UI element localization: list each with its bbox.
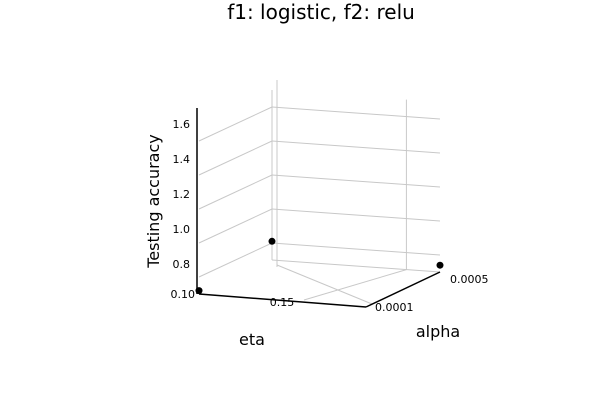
- z-gridline-back-wall: [271, 242, 441, 256]
- y-axis-label: alpha: [416, 322, 460, 341]
- y-tick-label: 0.0001: [375, 301, 414, 314]
- z-gridline-left-wall: [198, 140, 273, 176]
- x-tick-label: 0.15: [270, 296, 295, 309]
- chart-title: f1: logistic, f2: relu: [227, 0, 415, 24]
- z-tick-label: 1.2: [173, 188, 191, 201]
- z-gridline-back-wall: [271, 140, 441, 154]
- data-point: [436, 261, 444, 269]
- z-gridline-left-wall: [198, 174, 273, 210]
- z-tick-label: 0.8: [173, 258, 191, 271]
- z-gridline-back-wall: [271, 106, 441, 120]
- data-point: [195, 287, 203, 295]
- z-tick-label: 1.4: [173, 153, 191, 166]
- grid: [198, 80, 441, 305]
- z-gridline-left-wall: [198, 208, 273, 244]
- data-points: [195, 237, 444, 295]
- floor-gridline: [303, 269, 407, 301]
- z-gridline-left-wall: [198, 242, 273, 278]
- x-axis-line: [198, 293, 367, 308]
- floor-gridline: [276, 264, 373, 305]
- y-tick-label: 0.0005: [450, 273, 489, 286]
- z-gridline-left-wall: [198, 106, 273, 142]
- z-tick-label: 1.6: [173, 118, 191, 131]
- y-axis-line: [365, 271, 441, 308]
- floor-gridline: [271, 259, 441, 273]
- x-axis-label: eta: [239, 330, 265, 349]
- tick-labels: 0.8 1.0 1.2 1.4 1.6 0.10 0.15 0.0001 0.0005: [171, 118, 489, 314]
- z-axis-label: Testing accuracy: [144, 134, 163, 269]
- z-gridline-back-wall: [271, 208, 441, 222]
- data-point: [268, 237, 276, 245]
- z-tick-label: 1.0: [173, 223, 191, 236]
- x-tick-label: 0.10: [171, 288, 196, 301]
- z-gridline-back-wall: [271, 174, 441, 188]
- axes: [196, 108, 441, 308]
